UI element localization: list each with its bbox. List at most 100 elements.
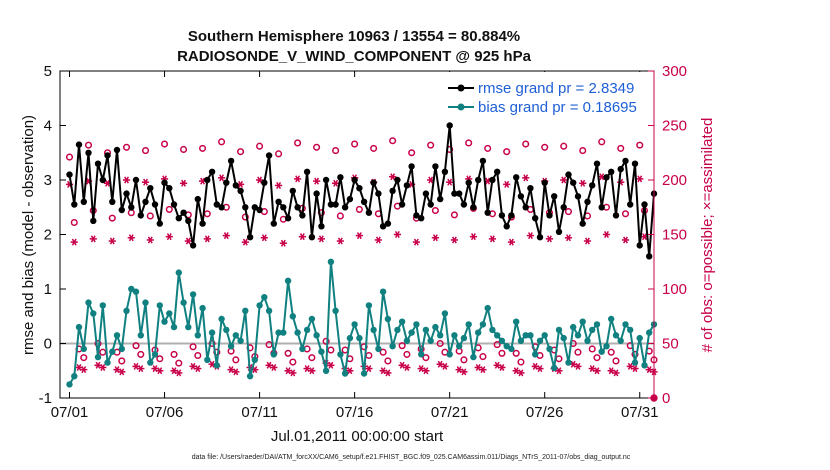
rmse-point: [441, 168, 449, 175]
bias-point: [470, 353, 477, 361]
obs-possible-point: [175, 359, 183, 367]
rmse-point: [351, 176, 358, 184]
obs-assimilated-point: [498, 363, 506, 371]
bias-point: [90, 310, 97, 317]
obs-possible-point: [379, 348, 387, 356]
y-tick-label: 0: [44, 336, 52, 353]
obs-assimilated-point: [522, 174, 530, 182]
rmse-point: [422, 190, 430, 197]
rmse-point: [318, 223, 325, 230]
obs-assimilated-point: [517, 369, 525, 377]
bias-point: [256, 302, 263, 309]
obs-assimilated-point: [260, 234, 268, 242]
bias-point: [318, 348, 325, 355]
y2-tick-label: 300: [662, 63, 687, 80]
obs-possible-point: [170, 350, 178, 358]
rmse-point: [166, 185, 173, 192]
rmse-point: [75, 141, 83, 148]
rmse-point: [622, 157, 629, 165]
bias-point: [427, 337, 434, 344]
obs-assimilated-point: [460, 368, 468, 376]
rmse-point: [456, 190, 463, 197]
rmse-point: [118, 206, 126, 214]
obs-possible-point: [498, 349, 506, 357]
rmse-point: [208, 168, 216, 175]
rmse-point: [147, 185, 154, 192]
obs-assimilated-point: [583, 237, 592, 245]
rmse-point: [223, 179, 230, 186]
obs-assimilated-point: [70, 238, 78, 246]
obs-assimilated-point: [612, 369, 620, 377]
bias-point: [574, 332, 582, 339]
rmse-point: [227, 157, 235, 165]
bias-point: [579, 318, 586, 325]
x-tick-label: 07/11: [241, 404, 277, 421]
obs-assimilated-point: [450, 236, 459, 244]
obs-possible-point: [422, 354, 430, 362]
obs-possible-point: [99, 348, 107, 356]
rmse-point: [356, 185, 363, 192]
y2-tick-label: 0: [662, 390, 670, 407]
bias-point: [589, 326, 596, 334]
rmse-point: [413, 212, 420, 219]
obs-assimilated-point: [156, 367, 164, 375]
obs-possible-point: [146, 212, 154, 220]
bias-point: [313, 332, 320, 339]
bias-point: [517, 337, 525, 344]
bias-point: [479, 321, 487, 328]
rmse-point: [308, 234, 316, 241]
bias-point: [437, 332, 444, 339]
bias-point: [99, 302, 107, 309]
rmse-point: [90, 217, 97, 225]
obs-assimilated-point: [232, 368, 240, 376]
rmse-point: [161, 179, 168, 186]
bias-point: [484, 304, 491, 312]
chart-subtitle: RADIOSONDE_V_WIND_COMPONENT @ 925 hPa: [177, 48, 532, 65]
bias-point: [128, 285, 135, 293]
rmse-point: [237, 187, 244, 195]
obs-assimilated-point: [270, 363, 278, 371]
bias-point: [109, 348, 116, 355]
obs-possible-point: [450, 211, 458, 219]
obs-possible-point: [289, 358, 297, 366]
obs-possible-point: [427, 141, 435, 149]
obs-possible-point: [327, 346, 335, 354]
rmse-point: [175, 215, 182, 222]
y-tick-label: -1: [39, 390, 52, 407]
bias-point: [251, 356, 258, 364]
x-tick-label: 07/31: [621, 404, 659, 421]
bias-point: [151, 351, 159, 358]
obs-possible-point: [336, 212, 344, 220]
rmse-point: [494, 168, 501, 175]
rmse-point: [427, 201, 434, 208]
bias-point: [422, 326, 430, 334]
bias-point: [180, 299, 187, 306]
bias-point: [237, 337, 244, 344]
bias-point: [185, 323, 192, 331]
bias-point: [522, 332, 529, 339]
obs-possible-point: [465, 139, 473, 147]
rmse-point: [280, 204, 287, 211]
obs-assimilated-point: [446, 178, 454, 186]
bias-point: [598, 348, 605, 355]
obs-possible-point: [541, 143, 549, 151]
rmse-point: [570, 179, 577, 186]
bias-point: [636, 334, 643, 342]
rmse-point: [289, 187, 296, 195]
obs-possible-point: [389, 137, 397, 145]
bias-point: [570, 323, 577, 331]
obs-assimilated-point: [545, 235, 554, 243]
obs-possible-point: [80, 354, 88, 362]
rmse-point: [360, 198, 368, 205]
obs-possible-point: [118, 357, 126, 365]
obs-possible-point: [308, 354, 316, 362]
rmse-point: [142, 198, 149, 205]
bias-point: [204, 356, 211, 364]
bias-point: [375, 345, 382, 353]
bias-point: [161, 318, 168, 325]
bias-point: [370, 326, 377, 334]
obs-possible-point: [579, 147, 587, 155]
obs-possible-point: [199, 144, 207, 152]
legend-bias-label: bias grand pr = 0.18695: [478, 99, 637, 116]
obs-possible-point: [241, 213, 249, 221]
